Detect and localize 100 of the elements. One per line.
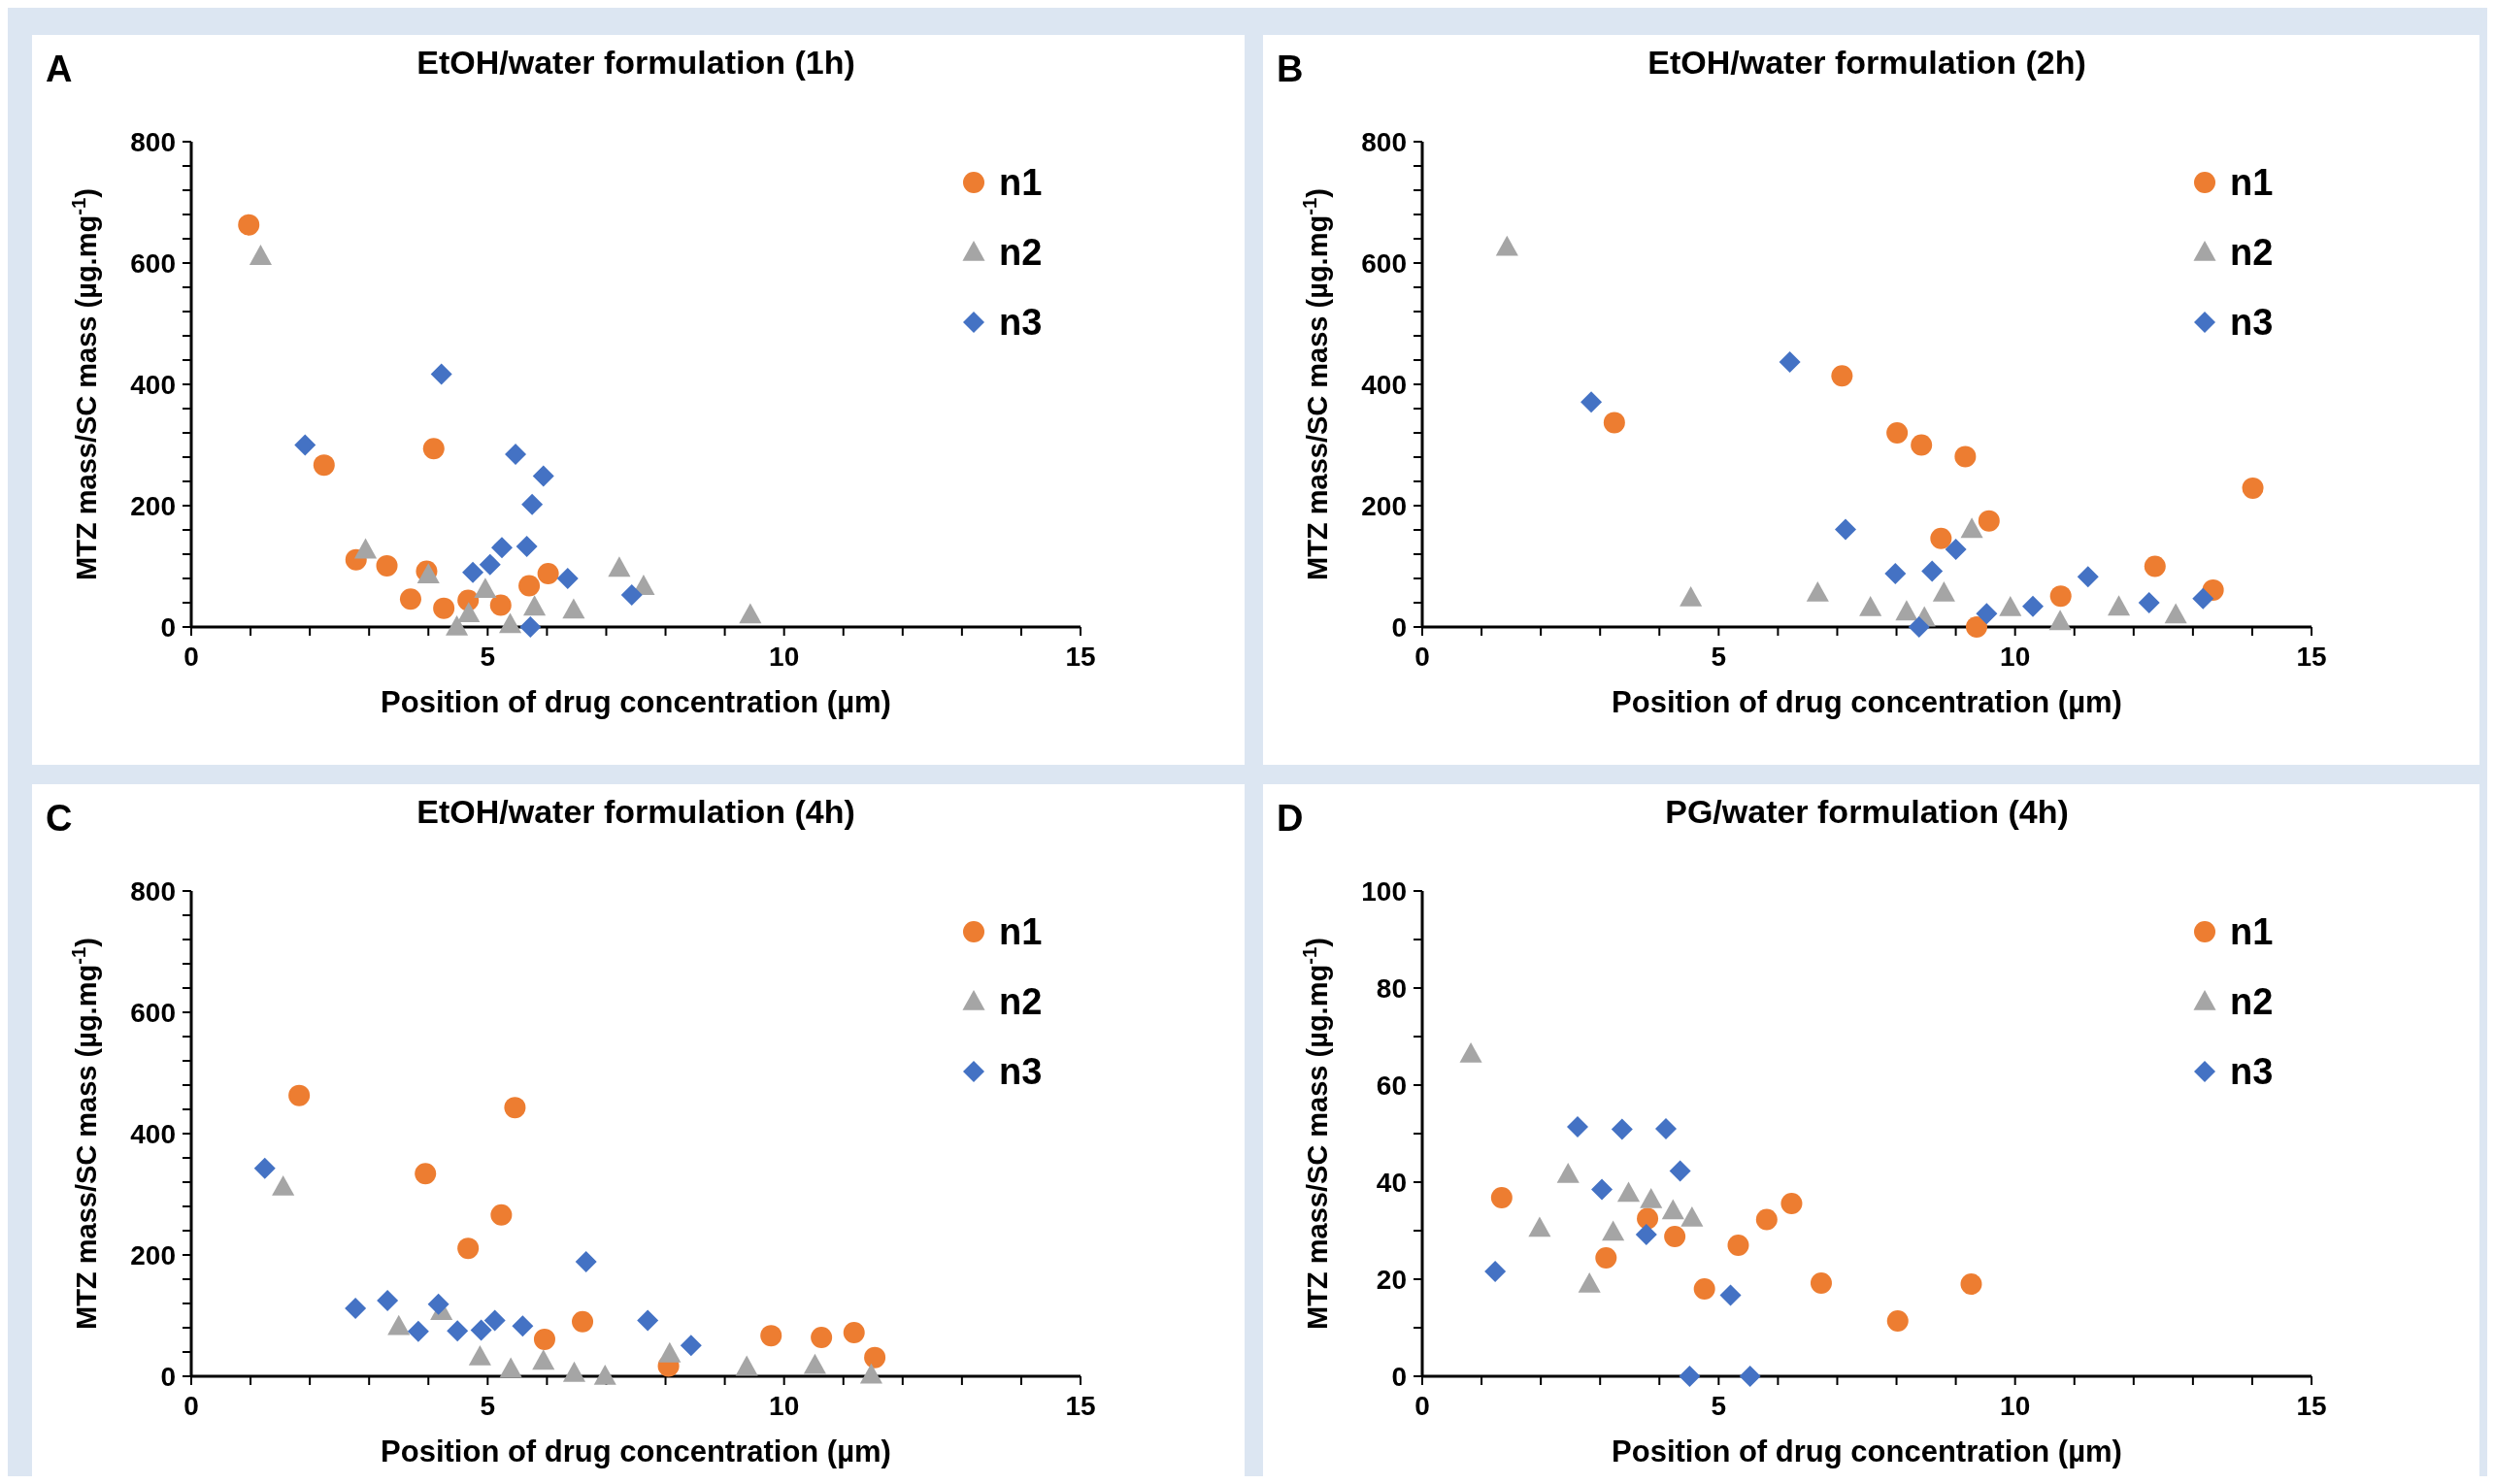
x-tick-label: 15 [1065, 642, 1096, 672]
legend-label: n1 [2230, 162, 2274, 203]
x-tick-label: 5 [1711, 1391, 1727, 1421]
point [407, 1320, 429, 1342]
x-tick-label: 10 [769, 1391, 800, 1421]
x-axis-title: Position of drug concentration (µm) [1612, 685, 2122, 719]
x-tick-label: 15 [2296, 1391, 2327, 1421]
point [1755, 1208, 1778, 1231]
point [1640, 1187, 1663, 1208]
x-axis-title: Position of drug concentration (µm) [381, 685, 891, 719]
point [1680, 585, 1703, 607]
point [1661, 1199, 1684, 1220]
point [1780, 1193, 1803, 1214]
point [2164, 603, 2187, 624]
point [1921, 560, 1944, 582]
point [1886, 422, 1909, 444]
point [1806, 580, 1829, 602]
point [457, 1237, 480, 1260]
point [803, 1353, 826, 1374]
point [490, 1204, 513, 1226]
point [1960, 1273, 1982, 1295]
point [498, 612, 522, 634]
point [1693, 1278, 1715, 1300]
point [2242, 477, 2264, 499]
y-tick-label: 40 [1376, 1168, 1407, 1198]
chart-title: PG/water formulation (4h) [1665, 793, 2069, 830]
point [523, 595, 547, 616]
point [313, 454, 335, 477]
text: B [1277, 49, 1304, 89]
y-tick-label: 200 [130, 491, 176, 521]
point [1635, 1224, 1657, 1245]
y-tick-label: 400 [1361, 370, 1407, 400]
point [2192, 587, 2214, 610]
point [468, 1344, 491, 1366]
point [377, 1289, 399, 1311]
y-tick-label: 20 [1376, 1265, 1407, 1295]
point [1637, 1207, 1659, 1230]
chart-title: EtOH/water formulation (1h) [416, 44, 855, 81]
point [446, 614, 469, 636]
point [1930, 527, 1952, 549]
legend-label: n3 [2230, 1051, 2274, 1092]
point [1779, 350, 1801, 373]
point [1459, 1041, 1482, 1063]
point [1664, 1226, 1686, 1247]
text: C [46, 798, 73, 839]
legend-label: n3 [999, 1051, 1043, 1092]
y-tick-label: 100 [1361, 876, 1407, 907]
point [345, 1298, 367, 1319]
point [575, 1250, 597, 1272]
legend-label: n3 [2230, 302, 2274, 343]
point [1978, 510, 2000, 532]
legend-label: n1 [2230, 911, 2274, 952]
point [288, 1084, 311, 1106]
point [2077, 566, 2099, 588]
y-tick-label: 800 [130, 127, 176, 157]
point [1669, 1160, 1691, 1182]
point [811, 1327, 833, 1348]
point [1591, 1178, 1613, 1201]
x-tick-label: 0 [1414, 1391, 1430, 1421]
point [1932, 580, 1955, 602]
point [533, 1328, 555, 1350]
chart-title: EtOH/water formulation (2h) [1647, 44, 2086, 81]
point [1831, 365, 1853, 387]
point [1528, 1216, 1551, 1237]
y-tick-label: 800 [130, 876, 176, 907]
y-tick-label: 400 [130, 1119, 176, 1149]
point [1810, 1272, 1832, 1294]
point [532, 465, 554, 487]
x-tick-label: 15 [1065, 1391, 1096, 1421]
point [447, 1320, 469, 1342]
point [859, 1363, 882, 1384]
y-tick-label: 0 [160, 1362, 176, 1392]
point [457, 602, 481, 623]
x-tick-label: 15 [2296, 642, 2327, 672]
point [593, 1364, 616, 1385]
point [422, 438, 445, 460]
point [735, 1355, 758, 1376]
point [2107, 595, 2131, 616]
chart-title: EtOH/water formulation (4h) [416, 793, 855, 830]
x-tick-label: 5 [480, 1391, 496, 1421]
point [1611, 1118, 1633, 1140]
point [1859, 595, 1882, 616]
point [249, 245, 272, 265]
point [433, 597, 455, 619]
point [2048, 610, 2072, 631]
point [739, 603, 762, 624]
point [505, 443, 527, 465]
point [1908, 616, 1930, 638]
point [1727, 1235, 1749, 1256]
x-axis-title: Position of drug concentration (µm) [1612, 1435, 2122, 1468]
point [608, 556, 631, 577]
point [519, 616, 542, 638]
point [1603, 412, 1625, 434]
point [479, 553, 501, 576]
point [572, 1310, 594, 1333]
point [427, 1293, 449, 1315]
point [1490, 1187, 1513, 1208]
point [499, 1357, 522, 1378]
legend-label: n2 [999, 232, 1043, 273]
point [1884, 563, 1907, 584]
